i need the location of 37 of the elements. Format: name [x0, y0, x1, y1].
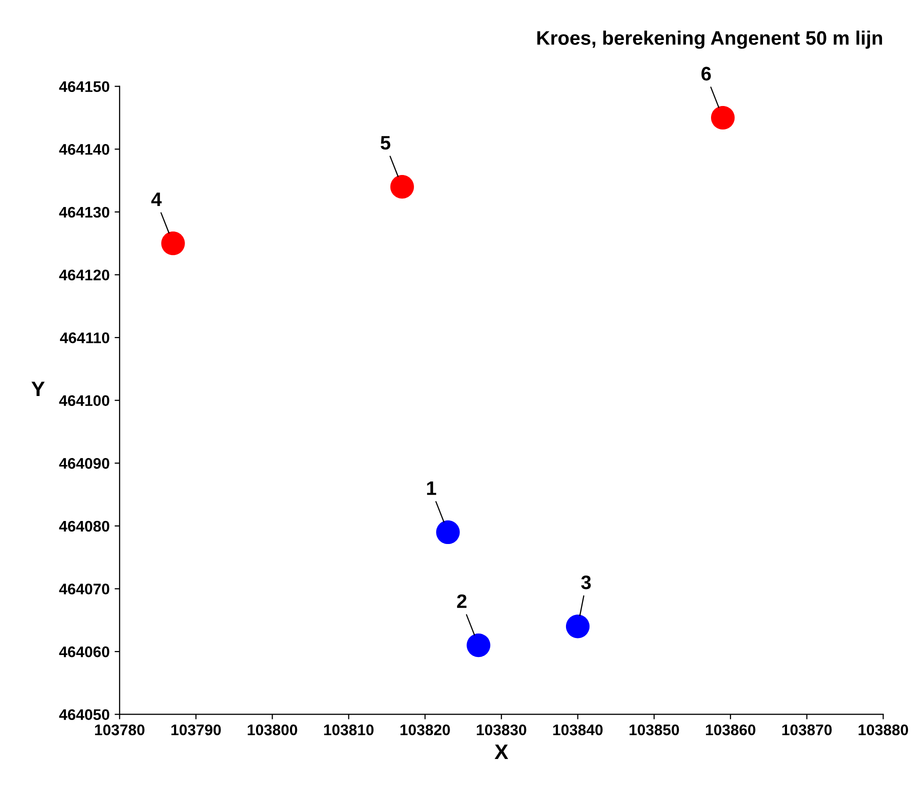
x-tick-label: 103880 [858, 724, 908, 736]
y-tick-label: 464090 [59, 458, 110, 469]
point [566, 614, 590, 638]
x-tick-label: 103820 [400, 724, 450, 736]
y-axis-title: Y [31, 382, 45, 396]
x-tick-label: 103850 [630, 724, 679, 736]
annotation: 6 [701, 66, 711, 81]
y-tick-label: 464140 [59, 144, 110, 155]
annotation: 4 [151, 192, 162, 206]
x-tick-label: 103870 [782, 724, 832, 736]
y-tick-label: 464050 [59, 709, 110, 720]
x-tick-label: 103860 [706, 724, 756, 736]
y-tick-label: 464070 [59, 584, 110, 594]
y-tick-label: 464120 [59, 270, 110, 280]
point [466, 633, 490, 658]
point [711, 106, 735, 130]
point [161, 232, 185, 256]
x-tick-label: 103790 [171, 724, 221, 736]
chart-title: Kroes, berekening Angenent 50 m lijn [537, 30, 882, 49]
y-tick-label: 464130 [59, 206, 110, 218]
annotation: 2 [457, 594, 466, 608]
y-tick-label: 464080 [59, 520, 110, 532]
annotation: 5 [380, 136, 390, 150]
point [436, 520, 460, 544]
y-tick-label: 464110 [60, 332, 110, 344]
y-tick-label: 464060 [59, 646, 110, 658]
y-tick-label: 464150 [59, 81, 110, 92]
x-tick-label: 103800 [248, 724, 298, 736]
x-tick-label: 103780 [95, 724, 144, 736]
x-axis-title: X [494, 744, 508, 759]
y-tick-label: 464100 [59, 395, 110, 406]
x-tick-label: 103810 [324, 724, 374, 736]
x-tick-label: 103830 [476, 724, 526, 736]
annotation: 1 [427, 481, 436, 495]
x-tick-label: 103840 [553, 724, 603, 736]
annotation: 3 [581, 575, 591, 590]
point [390, 175, 414, 199]
